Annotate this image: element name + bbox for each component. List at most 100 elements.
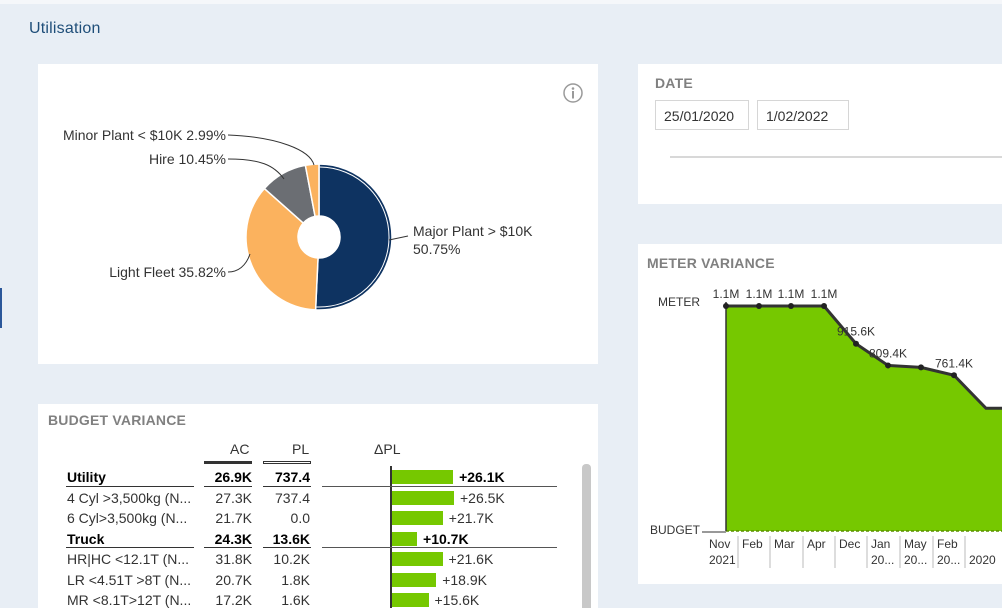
header-pl: PL [292, 441, 310, 457]
row-pl: 1.8K [281, 571, 310, 588]
meter-data-label: 809.4K [869, 346, 907, 360]
row-pl: 0.0 [290, 510, 310, 526]
row-name: LR <4.51T >8T (N... [67, 571, 191, 588]
pie-label-light: Light Fleet 35.82% [109, 264, 226, 280]
meter-axis-label: METER [658, 295, 700, 309]
meter-point[interactable] [885, 362, 891, 369]
top-bar [0, 0, 1002, 4]
group-underline [263, 547, 311, 548]
pie-chart: Minor Plant < $10K 2.99% Hire 10.45% Lig… [63, 127, 533, 311]
table-row[interactable]: HR|HC <12.1T (N... 31.8K 10.2K +21.6K [38, 549, 578, 570]
date-filter-card: DATE 25/01/2020 1/02/2022 [638, 64, 1002, 204]
table-row[interactable]: LR <4.51T >8T (N... 20.7K 1.8K +18.9K [38, 570, 578, 591]
x-axis-label: May [904, 537, 927, 551]
pie-chart-card: Minor Plant < $10K 2.99% Hire 10.45% Lig… [38, 64, 598, 364]
group-underline [322, 547, 557, 548]
meter-point[interactable] [951, 372, 957, 379]
leader-line-major [388, 235, 409, 241]
row-name: 4 Cyl >3,500kg (N... [67, 489, 192, 506]
meter-line [726, 304, 1002, 410]
x-axis-label: Dec [839, 537, 860, 551]
delta-axis-line [390, 466, 392, 608]
pie-slice-minor-plant-10k[interactable] [304, 163, 320, 218]
meter-point[interactable] [788, 303, 794, 309]
meter-variance-title: METER VARIANCE [647, 255, 775, 271]
delta-bar [392, 470, 454, 484]
meter-variance-chart: METER BUDGET 1.1M 1.1M 1.1M 1.1M 915.6K 809.4… [650, 287, 1002, 568]
delta-bar [392, 531, 417, 546]
table-row[interactable]: 6 Cyl>3,500kg (N... 21.7K 0.0 +21.7K [38, 508, 578, 529]
meter-data-label: 1.1M [713, 287, 740, 301]
row-delta: +18.9K [442, 571, 487, 588]
pie-slice-highlight-ring [316, 166, 390, 308]
budget-axis-label: BUDGET [650, 523, 701, 537]
row-ac: 17.2K [215, 592, 252, 608]
x-axis-label: Jan [871, 537, 890, 551]
date-range-slider[interactable] [670, 156, 1002, 158]
meter-point[interactable] [723, 303, 729, 309]
row-delta: +10.7K [423, 530, 469, 547]
table-group-row[interactable]: Utility 26.9K 737.4 +26.1K [38, 467, 578, 488]
x-axis-label-year: 20... [871, 553, 894, 567]
row-ac: 24.3K [214, 530, 252, 547]
group-underline [66, 547, 194, 548]
row-delta: +21.7K [448, 510, 494, 526]
pie-slice-light-fleet[interactable] [245, 187, 319, 311]
x-axis-label-year: 20... [937, 553, 960, 567]
x-axis-label: Mar [774, 537, 795, 551]
meter-point[interactable] [821, 303, 827, 309]
delta-bar [392, 490, 454, 505]
table-group-row[interactable]: Truck 24.3K 13.6K +10.7K [38, 529, 578, 550]
x-axis-label: Feb [742, 537, 763, 551]
meter-data-label: 1.1M [778, 287, 805, 301]
x-axis-label-year: 2020 [969, 553, 996, 567]
row-name: MR <8.1T>12T (N... [67, 592, 192, 608]
date-label: DATE [655, 75, 693, 91]
x-axis-label-year: 2021 [709, 553, 736, 567]
meter-point[interactable] [918, 364, 924, 371]
x-axis-label: Apr [807, 537, 826, 551]
row-ac: 21.7K [215, 510, 252, 526]
budget-variance-card: BUDGET VARIANCE AC PL ΔPL Utility 26.9K 73… [38, 404, 598, 608]
x-axis-label-year: 20... [904, 553, 927, 567]
start-date-input[interactable]: 25/01/2020 [655, 100, 749, 130]
table-row[interactable]: MR <8.1T>12T (N... 17.2K 1.6K +15.6K [38, 590, 578, 608]
row-delta: +26.1K [459, 469, 505, 485]
pie-label-major-2: 50.75% [413, 241, 460, 257]
table-scrollbar[interactable] [582, 464, 591, 608]
leader-line-hire [227, 158, 285, 180]
table-row[interactable]: 4 Cyl >3,500kg (N... 27.3K 737.4 +26.5K [38, 488, 578, 509]
meter-area-fill [726, 306, 1002, 531]
row-pl: 737.4 [274, 489, 310, 506]
end-date-input[interactable]: 1/02/2022 [757, 100, 849, 130]
row-pl: 10.2K [273, 551, 310, 567]
meter-point[interactable] [853, 340, 859, 347]
delta-bar [392, 593, 429, 607]
ac-header-underline [204, 461, 252, 464]
budget-variance-title: BUDGET VARIANCE [48, 412, 187, 428]
row-ac: 27.3K [215, 489, 252, 506]
meter-data-label: 1.1M [811, 287, 838, 301]
pl-header-underline [263, 461, 311, 464]
pie-slice-major-plant-10k[interactable] [314, 163, 393, 311]
row-pl: 737.4 [274, 469, 310, 485]
delta-bar [392, 511, 443, 525]
group-underline [322, 485, 557, 487]
pie-label-major-1: Major Plant > $10K [413, 223, 533, 239]
delta-bar [392, 572, 437, 587]
row-ac: 20.7K [215, 571, 252, 588]
info-icon[interactable] [562, 82, 584, 104]
x-axis-label: Nov [709, 537, 730, 551]
pie-label-minor: Minor Plant < $10K 2.99% [63, 127, 226, 143]
row-name: Utility [67, 469, 106, 485]
group-underline [204, 485, 252, 487]
meter-point[interactable] [756, 303, 762, 309]
left-edge-marker [0, 288, 2, 328]
row-pl: 1.6K [281, 592, 310, 608]
row-pl: 13.6K [272, 530, 310, 547]
meter-data-label: 915.6K [837, 325, 875, 339]
header-ac: AC [230, 441, 250, 457]
row-name: Truck [67, 530, 105, 547]
delta-bar [392, 552, 443, 566]
leader-line-light [227, 253, 251, 273]
